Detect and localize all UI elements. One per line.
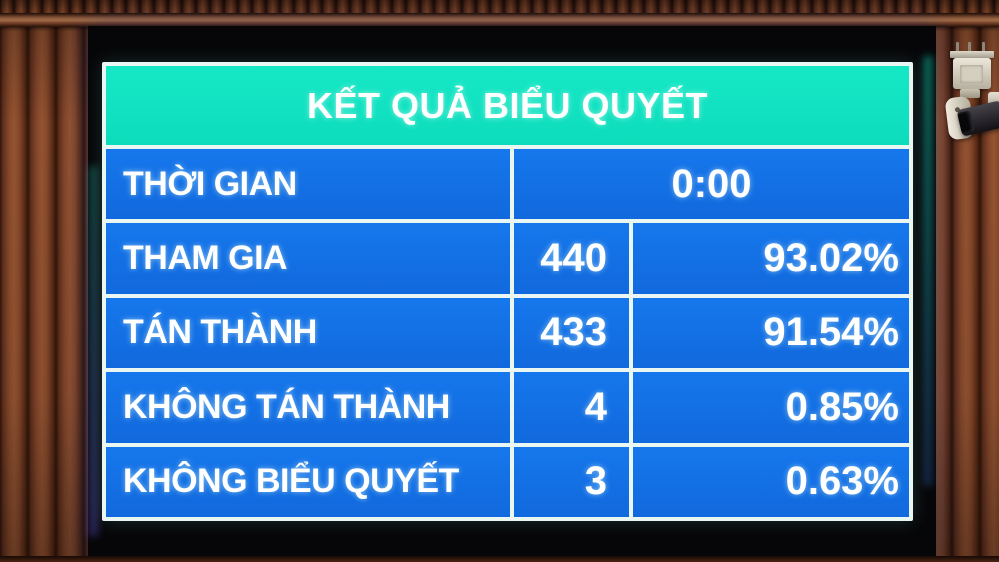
- row-abstain-label-cell: KHÔNG BIỂU QUYẾT: [106, 446, 510, 517]
- row-participated-count: 440: [540, 236, 607, 281]
- row-participated-label: THAM GIA: [123, 239, 288, 278]
- row-participated-count-cell: 440: [514, 223, 629, 294]
- row-time-label: THỜI GIAN: [123, 164, 297, 203]
- row-approve-percent: 91.54%: [763, 310, 899, 355]
- row-approve-count: 433: [540, 310, 607, 355]
- row-approve-label: TÁN THÀNH: [123, 313, 317, 352]
- camera-mount-pin: [982, 42, 985, 52]
- wood-top-slats: [0, 0, 999, 14]
- cctv-camera-icon: [944, 42, 999, 150]
- camera-mount-plate: [950, 51, 994, 58]
- row-approve-percent-cell: 91.54%: [633, 297, 909, 369]
- row-disapprove-count-cell: 4: [514, 372, 629, 443]
- row-abstain-count-cell: 3: [514, 446, 629, 517]
- row-abstain-percent: 0.63%: [785, 459, 899, 504]
- led-display-screen: KẾT QUẢ BIỂU QUYẾT THỜI GIAN 0:00 THAM G…: [88, 26, 936, 557]
- camera-mount-pin: [956, 42, 959, 52]
- row-time-value-cell: 0:00: [514, 149, 909, 220]
- camera-mount-pin: [968, 42, 971, 52]
- row-disapprove-percent: 0.85%: [785, 384, 899, 429]
- camera-mount-head: [953, 58, 991, 89]
- screen-glow-left: [89, 166, 98, 536]
- camera-mount-panel: [960, 65, 983, 83]
- camera-neck: [960, 89, 980, 98]
- wood-bottom-edge: [0, 556, 999, 562]
- wood-horizontal-rail: [0, 13, 999, 27]
- row-approve-count-cell: 433: [514, 297, 629, 369]
- row-disapprove-count: 4: [584, 384, 607, 429]
- voting-results-board: KẾT QUẢ BIỂU QUYẾT THỜI GIAN 0:00 THAM G…: [102, 62, 913, 521]
- row-participated-percent: 93.02%: [763, 236, 899, 281]
- screen-glow-right: [924, 56, 932, 486]
- row-abstain-count: 3: [584, 459, 607, 504]
- row-abstain-percent-cell: 0.63%: [633, 446, 909, 517]
- row-time-value: 0:00: [671, 161, 752, 206]
- row-disapprove-label: KHÔNG TÁN THÀNH: [123, 387, 450, 426]
- row-disapprove-label-cell: KHÔNG TÁN THÀNH: [106, 372, 510, 443]
- row-participated-label-cell: THAM GIA: [106, 223, 510, 294]
- board-title: KẾT QUẢ BIỂU QUYẾT: [306, 84, 709, 126]
- row-disapprove-percent-cell: 0.85%: [633, 372, 909, 443]
- row-abstain-label: KHÔNG BIỂU QUYẾT: [123, 462, 459, 501]
- row-approve-label-cell: TÁN THÀNH: [106, 297, 510, 369]
- row-participated-percent-cell: 93.02%: [633, 223, 909, 294]
- row-time-label-cell: THỜI GIAN: [106, 149, 510, 220]
- board-title-bar: KẾT QUẢ BIỂU QUYẾT: [106, 66, 909, 145]
